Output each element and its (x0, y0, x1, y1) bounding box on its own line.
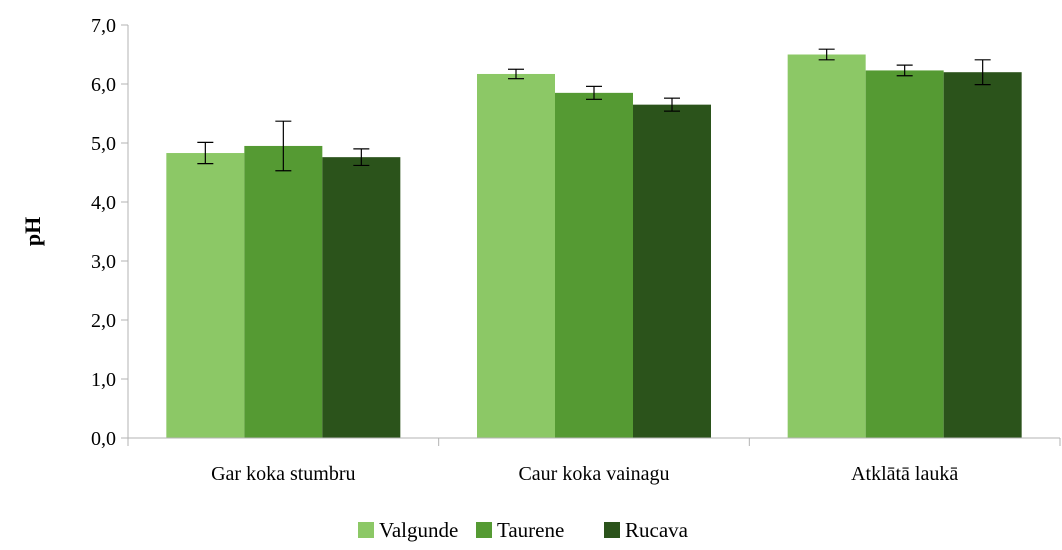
y-tick-label: 5,0 (91, 133, 116, 155)
y-tick-label: 7,0 (91, 15, 116, 37)
legend-label: Taurene (497, 518, 564, 542)
x-tick-label: Atklātā laukā (851, 463, 958, 485)
legend-label: Valgunde (379, 518, 458, 542)
legend-item: Taurene (476, 518, 564, 542)
bar (166, 153, 245, 438)
error-bar (896, 64, 913, 77)
error-bar (974, 59, 991, 86)
y-tick-label: 4,0 (91, 192, 116, 214)
y-tick-label: 3,0 (91, 251, 116, 273)
error-bar (353, 148, 370, 167)
y-tick-label: 6,0 (91, 74, 116, 96)
error-bars (197, 48, 991, 172)
bar (322, 157, 401, 438)
y-axis-title: pH (20, 217, 45, 246)
legend-swatch (358, 522, 374, 538)
y-axis: 0,0 1,0 2,0 3,0 4,0 5,0 6,0 7,0 (91, 15, 129, 450)
bars (166, 54, 1022, 439)
y-tick-label: 0,0 (91, 428, 116, 450)
bar (244, 145, 323, 438)
legend-swatch (604, 522, 620, 538)
x-tick-label: Gar koka stumbru (211, 463, 355, 485)
y-tick-label: 2,0 (91, 310, 116, 332)
x-axis: Gar koka stumbru Caur koka vainagu Atklātā… (127, 437, 1061, 485)
bar (865, 70, 944, 439)
legend-item: Valgunde (358, 518, 458, 542)
legend-swatch (476, 522, 492, 538)
bar (555, 92, 633, 438)
x-tick-label: Caur koka vainagu (518, 463, 669, 485)
error-bar (508, 68, 524, 80)
error-bar (275, 120, 292, 172)
error-bar (586, 85, 602, 100)
error-bar (197, 141, 214, 165)
bar (633, 104, 711, 439)
legend-label: Rucava (625, 518, 689, 542)
error-bar (818, 48, 835, 61)
error-bar (664, 97, 680, 112)
bar (477, 73, 555, 438)
y-tick-label: 1,0 (91, 369, 116, 391)
bar (943, 72, 1022, 438)
bar (787, 54, 866, 438)
legend: Valgunde Taurene Rucava (358, 518, 689, 542)
legend-item: Rucava (604, 518, 689, 542)
